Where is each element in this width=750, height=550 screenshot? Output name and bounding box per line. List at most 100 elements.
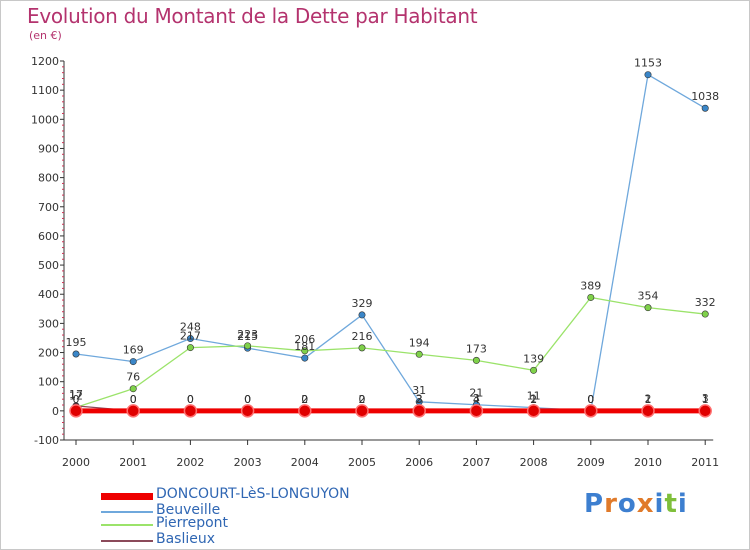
data-point <box>644 71 652 79</box>
data-point <box>644 304 652 312</box>
data-point <box>298 404 312 418</box>
data-label: 0 <box>587 393 594 406</box>
data-label: 0 <box>301 393 308 406</box>
data-label: 206 <box>294 333 315 346</box>
data-point <box>72 350 80 358</box>
data-point <box>186 344 194 352</box>
data-label: 0 <box>187 393 194 406</box>
logo-letter: r <box>604 489 618 519</box>
y-tick-label: 400 <box>38 288 59 301</box>
y-tick-label: 200 <box>38 347 59 360</box>
data-label: 11 <box>527 390 541 403</box>
data-label: 1 <box>702 393 709 406</box>
x-tick-label: 2006 <box>405 456 433 469</box>
x-tick-label: 2004 <box>291 456 319 469</box>
data-label: 2 <box>301 393 308 406</box>
y-tick-label: 800 <box>38 172 59 185</box>
data-point <box>412 404 426 418</box>
data-label: 139 <box>523 352 544 365</box>
data-point <box>301 354 309 362</box>
data-label: 1 <box>645 393 652 406</box>
series-line-beuveille <box>75 73 706 412</box>
legend-label: Baslieux <box>156 531 216 547</box>
data-point <box>587 293 595 301</box>
data-point <box>126 404 140 418</box>
unit-label: (en €) <box>29 29 62 42</box>
data-label: 173 <box>466 342 487 355</box>
x-tick-label: 2001 <box>119 456 147 469</box>
legend-swatch <box>101 540 153 542</box>
legend-label: DONCOURT-LèS-LONGUYON <box>156 486 350 502</box>
data-label: 3 <box>702 392 709 405</box>
data-point <box>129 358 137 366</box>
x-tick-label: 2008 <box>520 456 548 469</box>
data-label: 2 <box>530 393 537 406</box>
data-label: 2 <box>359 393 366 406</box>
proxiti-logo: Proxiti <box>584 489 688 519</box>
data-label: 3 <box>473 392 480 405</box>
y-tick-label: 900 <box>38 142 59 155</box>
data-point <box>698 404 712 418</box>
legend-swatch <box>101 524 153 526</box>
data-label: 389 <box>580 279 601 292</box>
data-point <box>358 344 366 352</box>
data-label: 1153 <box>634 57 662 70</box>
data-point <box>240 404 255 418</box>
data-label: 0 <box>130 393 137 406</box>
data-label: 248 <box>180 321 201 334</box>
data-point <box>469 404 484 418</box>
y-tick-label: 300 <box>38 317 59 330</box>
legend-label: Beuveille <box>156 502 221 518</box>
y-tick-label: 1000 <box>31 113 59 126</box>
data-point <box>415 350 423 358</box>
y-tick-label: -100 <box>34 434 59 447</box>
series-line-pierrepont <box>75 296 706 408</box>
data-point <box>701 104 709 112</box>
y-tick-label: 500 <box>38 259 59 272</box>
data-label: 3 <box>416 393 423 406</box>
data-label: 354 <box>638 290 659 303</box>
y-tick-label: 700 <box>38 201 59 214</box>
data-point <box>641 404 655 418</box>
data-label: 0 <box>244 393 251 406</box>
data-point <box>244 342 252 350</box>
data-label: 17 <box>69 388 83 401</box>
data-label: 2 <box>645 392 652 405</box>
legend-swatch <box>101 492 153 500</box>
y-tick-label: 100 <box>38 376 59 389</box>
x-tick-label: 2009 <box>577 456 605 469</box>
data-label: 332 <box>695 296 716 309</box>
data-label: 223 <box>237 328 258 341</box>
data-label: 76 <box>126 371 140 384</box>
logo-letter: i <box>677 489 688 519</box>
data-point <box>355 404 369 418</box>
data-point <box>526 404 541 418</box>
data-point <box>301 347 309 355</box>
data-label: 1 <box>530 393 537 406</box>
data-label: 329 <box>352 297 373 310</box>
data-label: 31 <box>412 384 426 397</box>
chart-title: Evolution du Montant de la Dette par Hab… <box>27 4 478 28</box>
data-label: 0 <box>187 393 194 406</box>
data-label: 169 <box>123 344 144 357</box>
data-label: 0 <box>587 393 594 406</box>
data-label: 195 <box>66 336 87 349</box>
data-label: 4 <box>473 393 480 406</box>
data-point <box>530 366 538 374</box>
logo-letter: x <box>636 489 655 519</box>
legend-swatch <box>101 511 153 513</box>
logo-letter: o <box>617 489 637 519</box>
logo-letter: i <box>654 489 665 519</box>
data-label: 0 <box>359 393 366 406</box>
data-label: 1038 <box>691 90 719 103</box>
x-tick-label: 2007 <box>462 456 490 469</box>
series-layer <box>69 71 712 418</box>
data-point <box>701 310 709 318</box>
y-tick-label: 1200 <box>31 55 59 68</box>
x-tick-label: 2003 <box>234 456 262 469</box>
data-label: 21 <box>469 387 483 400</box>
data-point <box>584 404 598 418</box>
data-label: 181 <box>294 340 315 353</box>
